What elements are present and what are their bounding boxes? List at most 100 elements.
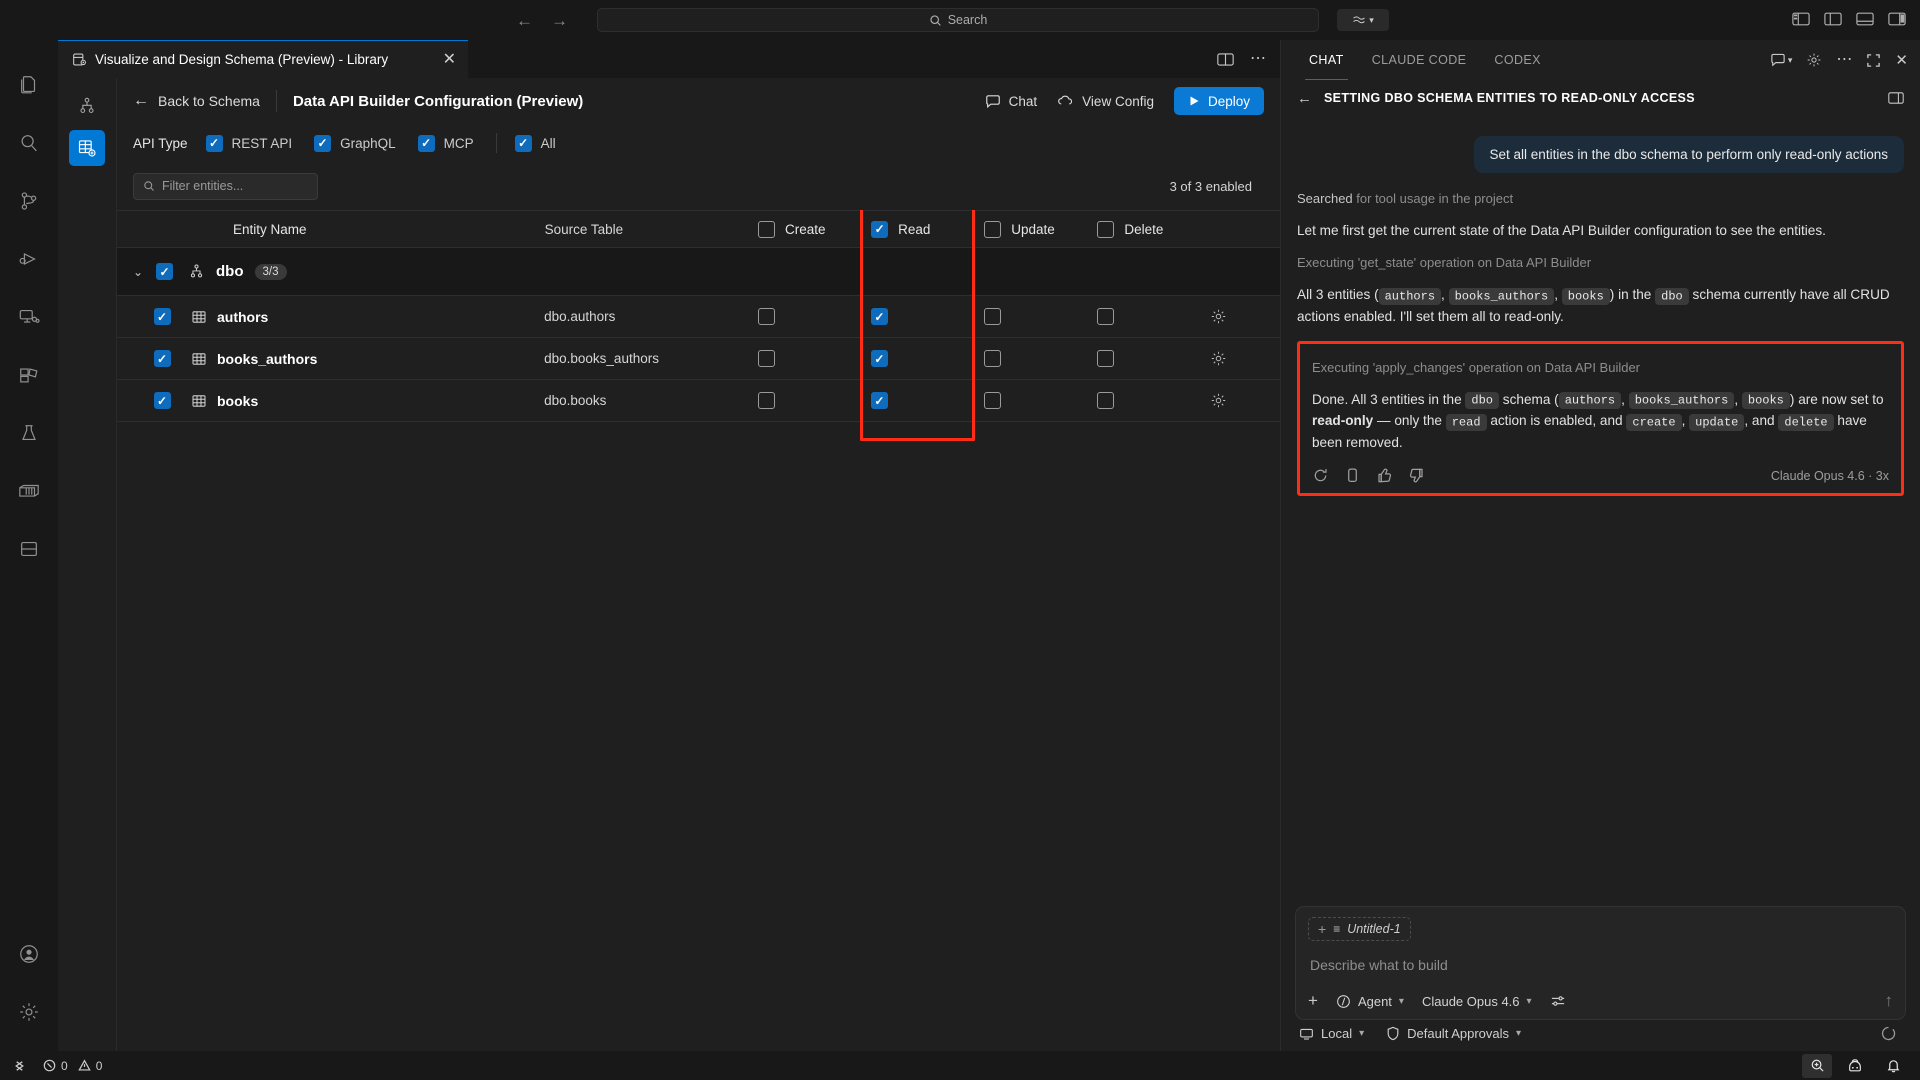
chevron-down-icon[interactable]: ⌄ [133, 264, 144, 279]
copy-icon[interactable] [1344, 467, 1362, 485]
context-chip-untitled[interactable]: + ≡ Untitled-1 [1308, 917, 1411, 941]
layout-panel-side-icon[interactable] [1824, 11, 1842, 29]
notebook-icon[interactable] [0, 520, 58, 578]
sliders-icon[interactable] [1550, 994, 1566, 1008]
remote-target-button[interactable]: ▾ [1337, 9, 1389, 31]
checkbox[interactable] [205, 134, 223, 152]
bell-icon[interactable] [1878, 1054, 1908, 1078]
action-delete[interactable] [1097, 350, 1210, 367]
api-type-mcp[interactable]: MCP [417, 134, 474, 152]
view-config-button[interactable]: View Config [1057, 94, 1154, 109]
testing-icon[interactable] [0, 404, 58, 462]
action-create[interactable] [757, 350, 871, 367]
checkbox[interactable] [153, 350, 171, 367]
action-delete[interactable] [1097, 308, 1210, 325]
tab-chat[interactable]: CHAT [1295, 40, 1358, 80]
column-header-create[interactable]: Create [758, 220, 871, 238]
checkbox[interactable] [1097, 308, 1115, 325]
action-read[interactable] [870, 392, 984, 409]
run-debug-icon[interactable] [0, 230, 58, 288]
environment-selector-local[interactable]: Local ▾ [1299, 1026, 1364, 1041]
error-count[interactable]: 0 [43, 1059, 68, 1073]
checkbox[interactable] [870, 308, 888, 325]
checkbox[interactable] [1097, 220, 1115, 238]
arrow-right-icon[interactable]: → [551, 10, 568, 30]
maximize-icon[interactable] [1866, 53, 1881, 68]
remote-indicator-icon[interactable] [12, 1059, 27, 1073]
retry-icon[interactable] [1312, 467, 1330, 485]
filter-entities-input[interactable]: Filter entities... [133, 172, 318, 200]
checkbox[interactable] [871, 220, 889, 238]
checkbox[interactable] [1097, 392, 1115, 409]
more-actions-icon[interactable]: ⋯ [1836, 51, 1853, 68]
chat-history-icon[interactable]: ▾ [1770, 53, 1792, 67]
layout-panel-left-icon[interactable] [1792, 11, 1810, 29]
arrow-left-icon[interactable]: ← [516, 10, 533, 30]
chat-messages[interactable]: Set all entities in the dbo schema to pe… [1281, 116, 1920, 906]
action-update[interactable] [984, 350, 1097, 367]
column-header-read[interactable]: Read [871, 220, 984, 238]
checkbox[interactable] [757, 308, 775, 325]
editor-tab-schema-designer[interactable]: Visualize and Design Schema (Preview) - … [58, 40, 468, 78]
data-api-builder-icon[interactable] [69, 130, 105, 166]
mode-selector[interactable]: Agent ▾ [1336, 994, 1404, 1009]
table-row[interactable]: books_authors dbo.books_authors [117, 338, 1280, 380]
table-row[interactable]: books dbo.books [117, 380, 1280, 422]
add-context-button[interactable]: + [1308, 991, 1318, 1010]
row-settings-button[interactable] [1210, 350, 1280, 367]
checkbox[interactable] [757, 350, 775, 367]
remote-explorer-icon[interactable] [0, 288, 58, 346]
checkbox[interactable] [984, 392, 1002, 409]
close-icon[interactable]: ✕ [442, 50, 456, 68]
approvals-selector[interactable]: Default Approvals ▾ [1386, 1026, 1521, 1041]
table-row[interactable]: authors dbo.authors [117, 296, 1280, 338]
gear-icon[interactable] [0, 983, 58, 1041]
action-create[interactable] [757, 392, 871, 409]
action-delete[interactable] [1097, 392, 1210, 409]
arrow-left-icon[interactable]: ← [1297, 89, 1312, 107]
extensions-icon[interactable] [0, 346, 58, 404]
action-update[interactable] [984, 308, 1097, 325]
database-icon[interactable] [0, 462, 58, 520]
copilot-icon[interactable] [1840, 1054, 1870, 1078]
chat-button[interactable]: Chat [985, 94, 1037, 109]
api-type-rest[interactable]: REST API [205, 134, 292, 152]
more-actions-icon[interactable]: ⋯ [1250, 50, 1266, 67]
checkbox[interactable] [758, 220, 775, 238]
column-header-delete[interactable]: Delete [1097, 220, 1210, 238]
split-editor-icon[interactable] [1217, 52, 1234, 67]
checkbox[interactable] [757, 392, 775, 409]
checkbox[interactable] [156, 263, 173, 280]
layout-panel-right-icon[interactable] [1888, 11, 1906, 29]
column-header-update[interactable]: Update [984, 220, 1097, 238]
row-settings-button[interactable] [1210, 392, 1280, 409]
source-control-icon[interactable] [0, 172, 58, 230]
thumbs-up-icon[interactable] [1376, 467, 1394, 485]
action-read[interactable] [870, 308, 984, 325]
explorer-icon[interactable] [0, 56, 58, 114]
api-type-all[interactable]: All [514, 134, 556, 152]
chat-input[interactable]: Describe what to build [1310, 957, 1448, 973]
search-icon[interactable] [0, 114, 58, 172]
checkbox[interactable] [1097, 350, 1115, 367]
checkbox[interactable] [153, 308, 171, 325]
checkbox[interactable] [984, 308, 1002, 325]
checkbox[interactable] [417, 134, 435, 152]
deploy-button[interactable]: Deploy [1173, 87, 1264, 115]
action-create[interactable] [757, 308, 871, 325]
zoom-icon[interactable] [1802, 1053, 1832, 1078]
gear-icon[interactable] [1806, 52, 1822, 68]
checkbox[interactable] [314, 134, 332, 152]
tab-claude-code[interactable]: CLAUDE CODE [1371, 53, 1467, 67]
account-icon[interactable] [0, 925, 58, 983]
table-group-row-dbo[interactable]: ⌄ dbo 3/3 [117, 248, 1280, 296]
warning-count[interactable]: 0 [77, 1059, 102, 1073]
layout-panel-bottom-icon[interactable] [1856, 11, 1874, 29]
checkbox[interactable] [984, 220, 1002, 238]
checkbox[interactable] [870, 392, 888, 409]
send-button[interactable]: ↑ [1884, 991, 1894, 1010]
back-to-schema-button[interactable]: ← Back to Schema [133, 92, 276, 110]
action-update[interactable] [984, 392, 1097, 409]
checkbox[interactable] [153, 392, 171, 409]
model-selector[interactable]: Claude Opus 4.6 ▾ [1422, 994, 1532, 1009]
